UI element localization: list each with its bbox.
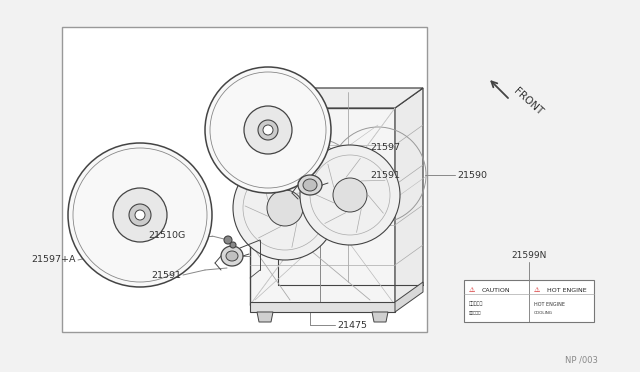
Text: 21590: 21590 xyxy=(457,170,487,180)
Text: 21591: 21591 xyxy=(151,270,181,279)
Ellipse shape xyxy=(300,145,400,245)
Ellipse shape xyxy=(298,175,322,195)
Polygon shape xyxy=(395,282,423,312)
Text: ⚠: ⚠ xyxy=(534,287,540,293)
Polygon shape xyxy=(250,108,395,305)
Ellipse shape xyxy=(267,190,303,226)
Text: 21591: 21591 xyxy=(370,170,400,180)
Ellipse shape xyxy=(205,67,331,193)
Text: 21510G: 21510G xyxy=(148,231,186,241)
Text: 21597+A: 21597+A xyxy=(31,256,76,264)
Ellipse shape xyxy=(233,156,337,260)
Ellipse shape xyxy=(113,188,167,242)
Ellipse shape xyxy=(224,236,232,244)
Text: 21599N: 21599N xyxy=(511,250,547,260)
Text: セーフティ: セーフティ xyxy=(469,301,483,307)
Ellipse shape xyxy=(68,143,212,287)
Ellipse shape xyxy=(230,242,236,248)
Text: ⚠: ⚠ xyxy=(469,287,475,293)
Text: HOT ENGINE: HOT ENGINE xyxy=(534,301,565,307)
Polygon shape xyxy=(372,312,388,322)
Polygon shape xyxy=(250,88,423,108)
Text: 21597: 21597 xyxy=(370,144,400,153)
Ellipse shape xyxy=(244,106,292,154)
Text: COOLING: COOLING xyxy=(534,311,553,315)
Ellipse shape xyxy=(333,178,367,212)
Text: CAUTION: CAUTION xyxy=(482,288,511,292)
Text: クーリング: クーリング xyxy=(469,311,481,315)
Ellipse shape xyxy=(258,120,278,140)
Text: HOT ENGINE: HOT ENGINE xyxy=(547,288,587,292)
Ellipse shape xyxy=(221,246,243,266)
Text: 21475: 21475 xyxy=(337,321,367,330)
Ellipse shape xyxy=(129,204,151,226)
Polygon shape xyxy=(257,312,273,322)
Ellipse shape xyxy=(303,179,317,191)
Polygon shape xyxy=(250,302,395,312)
Polygon shape xyxy=(395,88,423,305)
Ellipse shape xyxy=(226,251,238,261)
Ellipse shape xyxy=(263,125,273,135)
Bar xyxy=(464,280,594,322)
Text: FRONT: FRONT xyxy=(512,87,545,118)
Text: NP /003: NP /003 xyxy=(565,356,598,365)
Ellipse shape xyxy=(135,210,145,220)
Bar xyxy=(62,27,427,332)
